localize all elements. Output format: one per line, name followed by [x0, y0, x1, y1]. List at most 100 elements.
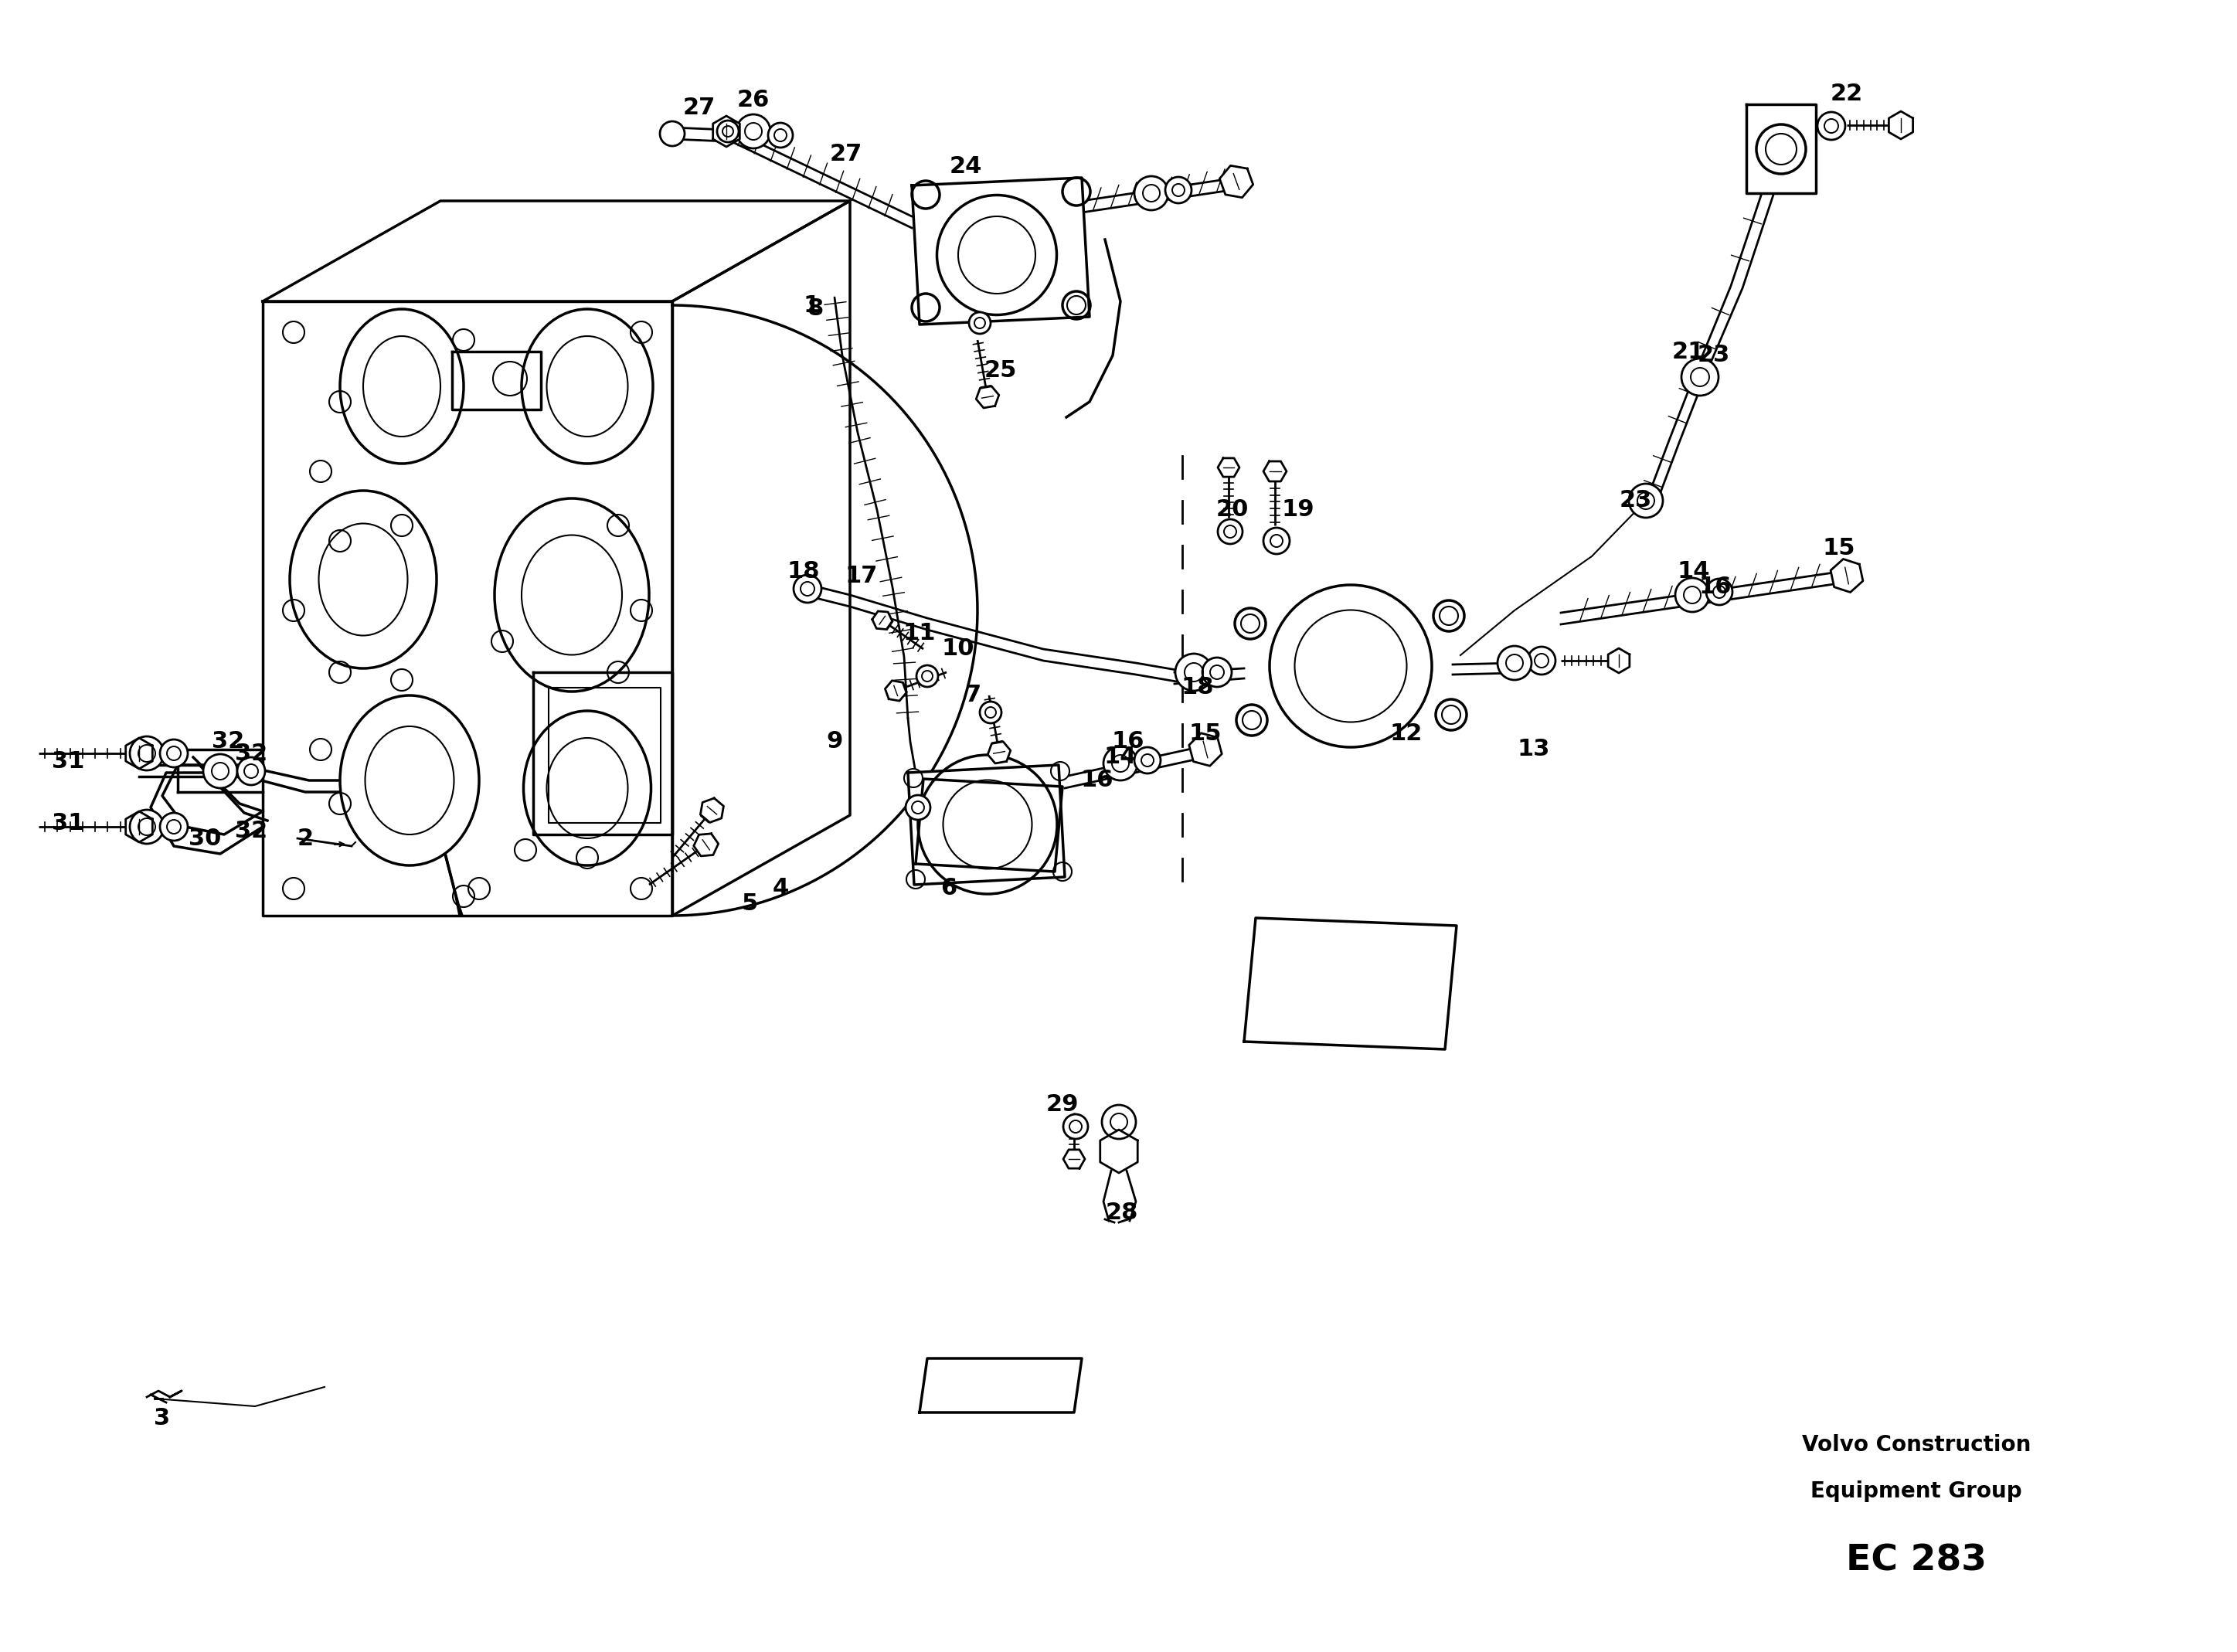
Circle shape — [980, 702, 1002, 724]
Text: 24: 24 — [948, 155, 982, 177]
Text: 14: 14 — [1105, 747, 1136, 768]
Circle shape — [1264, 527, 1291, 553]
Polygon shape — [1190, 733, 1221, 767]
Text: 20: 20 — [1217, 499, 1248, 520]
Polygon shape — [693, 834, 718, 856]
Circle shape — [969, 312, 991, 334]
Text: EC 283: EC 283 — [1846, 1543, 1986, 1578]
Circle shape — [237, 757, 264, 785]
Text: 13: 13 — [1517, 738, 1550, 760]
Circle shape — [794, 575, 821, 603]
Circle shape — [130, 737, 163, 770]
Text: 32: 32 — [213, 730, 244, 753]
Text: 32: 32 — [235, 819, 268, 843]
Text: 9: 9 — [825, 730, 843, 753]
Text: 19: 19 — [1282, 499, 1315, 520]
Circle shape — [1235, 608, 1266, 639]
Circle shape — [1063, 178, 1089, 205]
Polygon shape — [975, 387, 1000, 408]
Circle shape — [736, 114, 770, 149]
Circle shape — [204, 755, 237, 788]
Circle shape — [1054, 862, 1072, 881]
Circle shape — [1051, 762, 1069, 780]
Text: 2: 2 — [298, 828, 313, 849]
Circle shape — [1443, 705, 1461, 724]
Circle shape — [1242, 615, 1259, 633]
Polygon shape — [125, 738, 152, 768]
Circle shape — [1676, 578, 1709, 611]
Circle shape — [1629, 484, 1662, 517]
Circle shape — [161, 813, 188, 841]
Circle shape — [1497, 646, 1532, 681]
Circle shape — [1067, 296, 1085, 314]
Circle shape — [1707, 578, 1731, 605]
Ellipse shape — [521, 309, 653, 464]
Polygon shape — [1219, 165, 1253, 198]
Circle shape — [917, 666, 937, 687]
Circle shape — [1528, 646, 1555, 674]
Circle shape — [1242, 710, 1262, 730]
Text: 4: 4 — [772, 877, 790, 900]
Text: 29: 29 — [1047, 1094, 1078, 1117]
Polygon shape — [714, 116, 740, 147]
Polygon shape — [1264, 461, 1286, 481]
Polygon shape — [1888, 111, 1913, 139]
Text: 27: 27 — [682, 97, 716, 119]
Circle shape — [1134, 177, 1168, 210]
Circle shape — [1816, 112, 1846, 140]
Ellipse shape — [291, 491, 436, 669]
Text: 11: 11 — [904, 623, 935, 644]
Text: 28: 28 — [1105, 1203, 1139, 1224]
Ellipse shape — [340, 695, 479, 866]
Circle shape — [1436, 699, 1467, 730]
Circle shape — [1237, 705, 1266, 735]
Circle shape — [1063, 1113, 1087, 1138]
Circle shape — [913, 180, 940, 208]
Text: 8: 8 — [808, 297, 823, 320]
Polygon shape — [915, 778, 1063, 872]
Text: 22: 22 — [1830, 83, 1863, 106]
Text: 10: 10 — [942, 638, 975, 661]
Circle shape — [1103, 1105, 1136, 1138]
Polygon shape — [886, 681, 906, 700]
Polygon shape — [1063, 1150, 1085, 1168]
Text: Equipment Group: Equipment Group — [1810, 1480, 2022, 1502]
Text: 15: 15 — [1823, 537, 1854, 560]
Circle shape — [913, 294, 940, 322]
Circle shape — [1103, 747, 1136, 780]
Text: 30: 30 — [188, 828, 221, 849]
Text: 7: 7 — [966, 684, 982, 707]
Text: Volvo Construction: Volvo Construction — [1801, 1434, 2031, 1455]
Ellipse shape — [523, 710, 651, 866]
Circle shape — [1217, 519, 1242, 544]
Circle shape — [130, 809, 163, 844]
Text: 17: 17 — [846, 565, 877, 586]
Circle shape — [767, 122, 792, 147]
Text: 27: 27 — [830, 144, 863, 165]
Text: 14: 14 — [1678, 560, 1711, 583]
Text: 16: 16 — [1112, 730, 1145, 753]
Circle shape — [1434, 600, 1465, 631]
Text: 25: 25 — [984, 360, 1018, 382]
Circle shape — [1174, 654, 1212, 691]
Circle shape — [1682, 358, 1718, 395]
Text: 15: 15 — [1190, 724, 1221, 745]
Text: 18: 18 — [1181, 676, 1215, 699]
Polygon shape — [1830, 558, 1863, 593]
Polygon shape — [1217, 458, 1239, 477]
Circle shape — [1165, 177, 1192, 203]
Text: 3: 3 — [154, 1406, 170, 1429]
Text: 16: 16 — [1698, 577, 1731, 598]
Text: 32: 32 — [235, 742, 268, 765]
Ellipse shape — [1271, 585, 1432, 747]
Text: 23: 23 — [1620, 489, 1653, 512]
Ellipse shape — [494, 499, 649, 692]
Polygon shape — [872, 611, 893, 629]
Circle shape — [1441, 606, 1459, 624]
Polygon shape — [125, 811, 152, 843]
Text: 6: 6 — [942, 877, 957, 900]
Polygon shape — [1747, 104, 1816, 193]
Circle shape — [1134, 747, 1161, 773]
Polygon shape — [1608, 648, 1629, 672]
Circle shape — [906, 795, 931, 819]
